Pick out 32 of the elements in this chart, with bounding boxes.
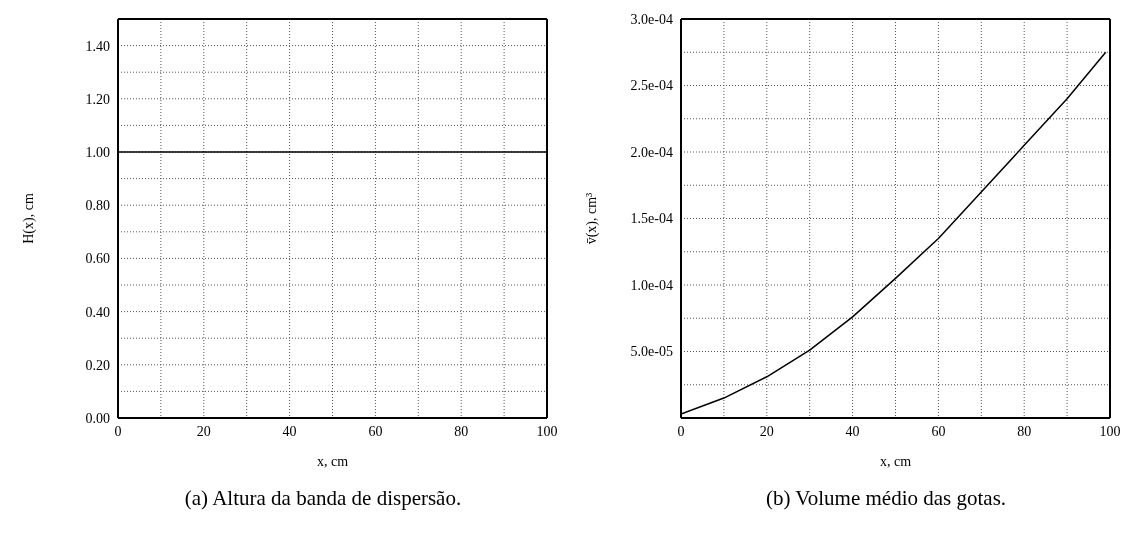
y-tick-label: 0.80	[85, 198, 110, 214]
x-axis-title: x, cm	[316, 454, 349, 469]
y-tick-label: 0.00	[85, 410, 110, 426]
y-tick-label: 1.5e-04	[630, 211, 673, 227]
y-tick-label: 5.0e-05	[630, 344, 673, 360]
y-tick-label: 0.20	[85, 357, 110, 373]
text: (b) Volume médio das gotas.	[764, 486, 1008, 511]
text: (a) Altura da banda de dispersão.	[183, 486, 463, 511]
y-tick-label: 1.40	[85, 38, 110, 54]
x-tick-label: 20	[759, 423, 774, 439]
y-axis-title: H(x), cm	[20, 193, 37, 244]
y-tick-label: 0.40	[85, 304, 110, 320]
y-axis-title: v̄(x), cm³	[583, 192, 600, 245]
x-tick-label: 100	[536, 423, 558, 439]
x-tick-label: 40	[845, 423, 860, 439]
x-axis-title: x, cm	[879, 454, 912, 469]
x-tick-label: 100	[1099, 423, 1121, 439]
y-tick-label: 1.00	[85, 144, 110, 160]
x-tick-label: 40	[282, 423, 297, 439]
x-tick-label: 80	[454, 423, 469, 439]
y-tick-label: 1.0e-04	[630, 277, 673, 293]
y-tick-label: 2.5e-04	[630, 78, 673, 94]
x-tick-label: 0	[677, 423, 685, 439]
y-tick-label: 2.0e-04	[630, 144, 673, 160]
x-tick-label: 0	[114, 423, 122, 439]
y-tick-label: 1.20	[85, 91, 110, 107]
x-tick-label: 60	[931, 423, 946, 439]
x-tick-label: 60	[368, 423, 383, 439]
y-tick-label: 3.0e-04	[630, 11, 673, 27]
x-tick-label: 20	[196, 423, 211, 439]
x-tick-label: 80	[1017, 423, 1032, 439]
y-tick-label: 0.60	[85, 251, 110, 267]
